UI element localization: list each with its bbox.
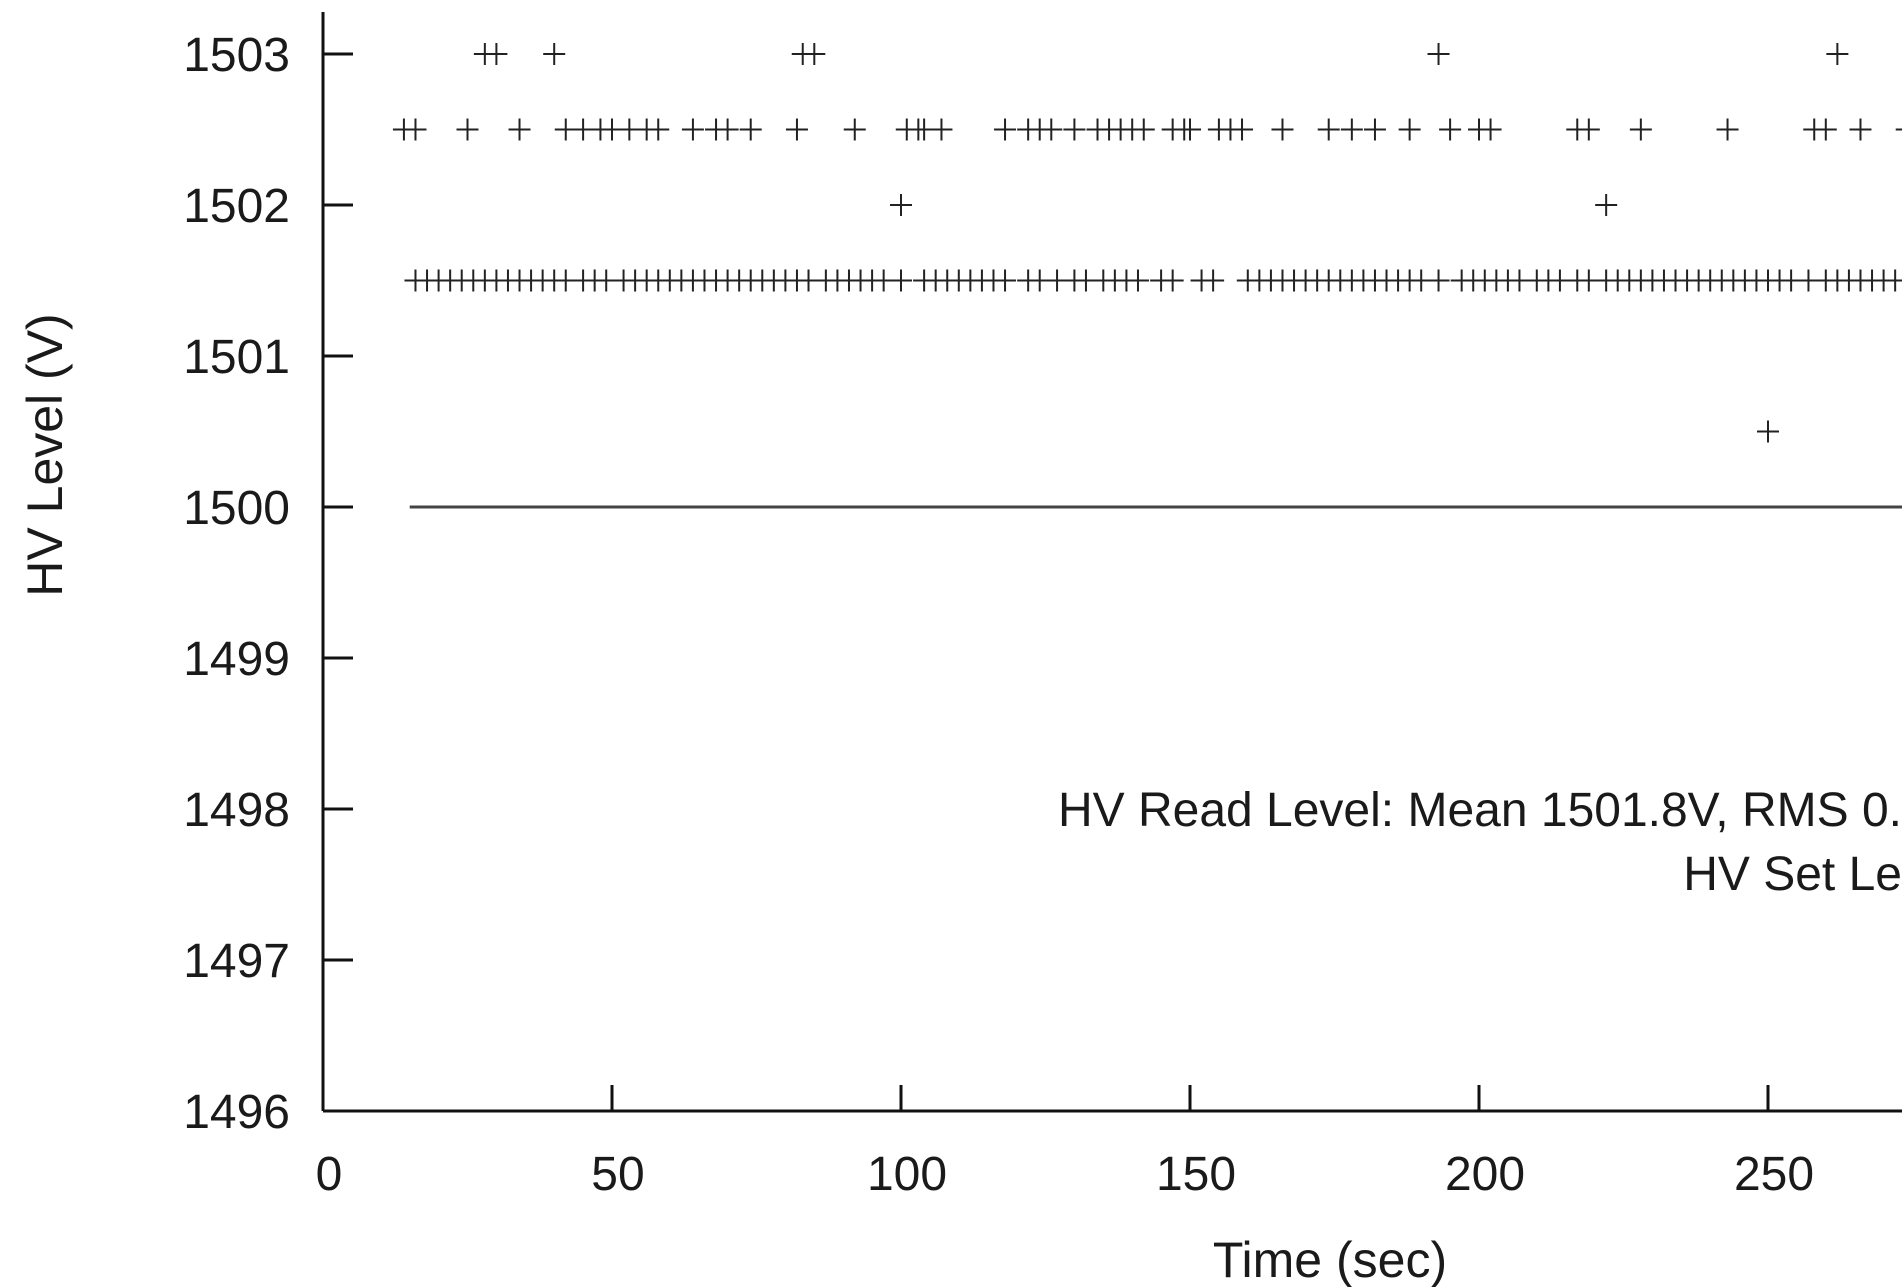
- scatter-point: [1317, 118, 1340, 141]
- scatter-point: [1231, 118, 1254, 141]
- y-tick-label: 1501: [183, 331, 290, 384]
- scatter-point: [404, 118, 427, 141]
- y-tick-label: 1496: [183, 1086, 290, 1139]
- x-axis-title: Time (sec): [1213, 1232, 1447, 1287]
- scatter-point: [647, 118, 670, 141]
- x-tick-label: 100: [867, 1148, 947, 1201]
- x-tick-label: 50: [591, 1148, 644, 1201]
- scatter-point: [1577, 118, 1600, 141]
- scatter-point: [1757, 420, 1779, 443]
- scatter-point: [1895, 279, 1902, 282]
- scatter-point: [1716, 118, 1739, 141]
- scatter-point: [930, 118, 953, 141]
- plot-area: [392, 43, 1902, 509]
- x-tick-label: 0: [316, 1148, 343, 1201]
- scatter-point: [681, 118, 704, 141]
- scatter-point: [1340, 118, 1363, 141]
- scatter-point: [1398, 118, 1421, 141]
- scatter-point: [485, 43, 508, 65]
- scatter-point: [1363, 118, 1386, 141]
- scatter-point: [739, 118, 762, 141]
- x-tick-label: 250: [1734, 1148, 1814, 1201]
- y-tick-label: 1497: [183, 935, 290, 988]
- scatter-point: [1439, 118, 1462, 141]
- scatter-point: [890, 269, 912, 292]
- scatter-point: [890, 194, 912, 216]
- y-axis-title: HV Level (V): [17, 313, 73, 596]
- y-tick-label: 1503: [183, 29, 290, 82]
- scatter-point: [1202, 269, 1225, 292]
- legend-read-level-text: HV Read Level: Mean 1501.8V, RMS 0.: [1058, 784, 1902, 837]
- y-tick-label: 1498: [183, 784, 290, 837]
- scatter-point: [843, 118, 866, 141]
- scatter-point: [1895, 128, 1902, 131]
- scatter-point: [1161, 269, 1184, 292]
- scatter-point: [1132, 118, 1155, 141]
- scatter-point: [508, 118, 531, 141]
- x-tick-label: 150: [1156, 1148, 1236, 1201]
- scatter-point: [716, 118, 739, 141]
- y-tick-label: 1499: [183, 633, 290, 686]
- axes: 1496 1497 1498 1499 1500 1501 1502 1503 0 50 100 15…: [183, 12, 1902, 1201]
- scatter-point: [1271, 118, 1294, 141]
- scatter-point: [1595, 194, 1618, 216]
- scatter-point: [1427, 43, 1450, 65]
- legend-set-level-text: HV Set Le: [1683, 848, 1902, 901]
- scatter-point: [1179, 118, 1201, 141]
- scatter-point: [1126, 269, 1149, 292]
- scatter-point: [803, 43, 826, 65]
- scatter-point: [994, 269, 1017, 292]
- scatter-point: [1849, 118, 1872, 141]
- y-tick-label: 1500: [183, 482, 290, 535]
- scatter-point: [1063, 118, 1086, 141]
- scatter-point: [456, 118, 479, 141]
- scatter-point: [1884, 269, 1902, 292]
- scatter-point: [1826, 43, 1849, 65]
- y-tick-label: 1502: [183, 180, 290, 233]
- scatter-point: [1427, 269, 1450, 292]
- scatter-point: [1479, 118, 1502, 141]
- scatter-point: [785, 118, 808, 141]
- scatter-point: [543, 43, 566, 65]
- scatter-point: [1040, 118, 1063, 141]
- scatter-point: [1629, 118, 1652, 141]
- x-tick-label: 200: [1445, 1148, 1525, 1201]
- scatter-point: [994, 118, 1017, 141]
- scatter-point: [1814, 118, 1837, 141]
